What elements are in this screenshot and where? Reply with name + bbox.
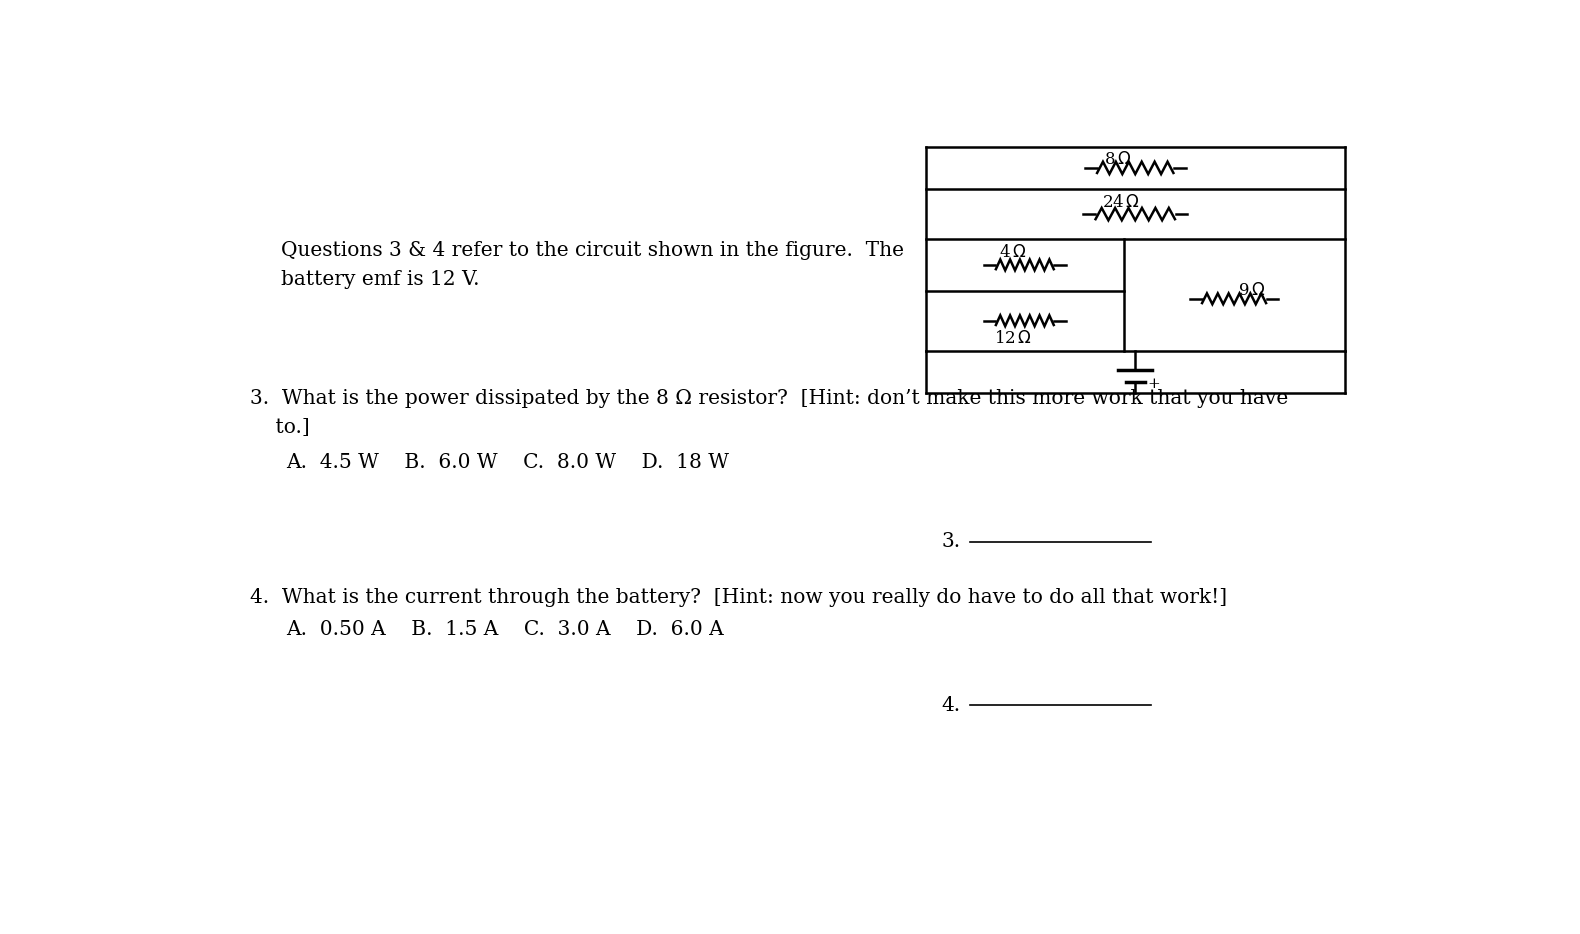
- Text: battery emf is 12 V.: battery emf is 12 V.: [281, 270, 480, 289]
- Text: 3.  What is the power dissipated by the 8 Ω resistor?  [Hint: don’t make this mo: 3. What is the power dissipated by the 8…: [250, 389, 1288, 408]
- Text: A.  4.5 W    B.  6.0 W    C.  8.0 W    D.  18 W: A. 4.5 W B. 6.0 W C. 8.0 W D. 18 W: [286, 453, 730, 473]
- Text: 12$\,\Omega$: 12$\,\Omega$: [994, 330, 1032, 347]
- Text: +: +: [1147, 377, 1160, 391]
- Text: to.]: to.]: [250, 417, 310, 437]
- Text: 8$\,\Omega$: 8$\,\Omega$: [1104, 151, 1131, 168]
- Text: 4$\,\Omega$: 4$\,\Omega$: [1000, 244, 1027, 261]
- Text: 4.  What is the current through the battery?  [Hint: now you really do have to d: 4. What is the current through the batte…: [250, 587, 1228, 607]
- Text: 4.: 4.: [942, 696, 961, 715]
- Text: Questions 3 & 4 refer to the circuit shown in the figure.  The: Questions 3 & 4 refer to the circuit sho…: [281, 242, 904, 261]
- Text: 9$\,\Omega$: 9$\,\Omega$: [1239, 282, 1266, 299]
- Text: 3.: 3.: [942, 531, 961, 551]
- Text: 24$\,\Omega$: 24$\,\Omega$: [1103, 193, 1141, 211]
- Text: A.  0.50 A    B.  1.5 A    C.  3.0 A    D.  6.0 A: A. 0.50 A B. 1.5 A C. 3.0 A D. 6.0 A: [286, 620, 724, 639]
